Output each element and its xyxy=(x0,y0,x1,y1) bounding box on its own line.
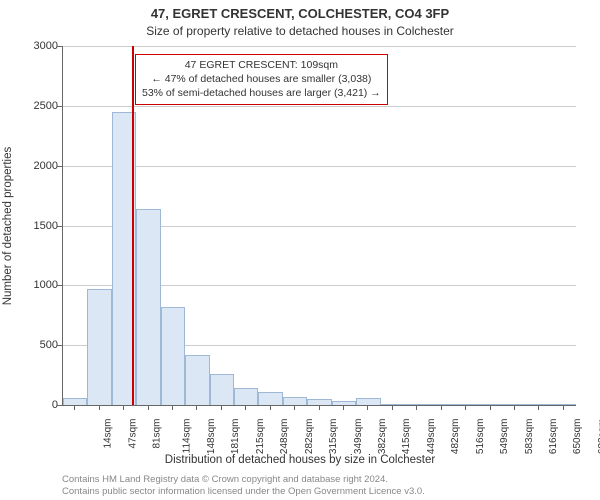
x-tick-label: 415sqm xyxy=(401,419,412,455)
x-tick-mark xyxy=(221,405,222,410)
x-tick-mark xyxy=(490,405,491,410)
gridline-h xyxy=(63,166,576,167)
histogram-bar xyxy=(136,209,160,405)
x-tick-mark xyxy=(245,405,246,410)
histogram-bar xyxy=(161,307,185,405)
y-tick-label: 500 xyxy=(8,339,58,351)
histogram-bar xyxy=(258,392,282,405)
x-tick-label: 148sqm xyxy=(206,419,217,455)
y-tick-mark xyxy=(57,285,62,286)
histogram-bar xyxy=(210,374,234,405)
gridline-h xyxy=(63,106,576,107)
annotation-box: 47 EGRET CRESCENT: 109sqm← 47% of detach… xyxy=(135,54,388,105)
x-tick-mark xyxy=(514,405,515,410)
y-tick-mark xyxy=(57,46,62,47)
y-tick-label: 1000 xyxy=(8,279,58,291)
x-tick-mark xyxy=(99,405,100,410)
x-tick-label: 282sqm xyxy=(304,419,315,455)
histogram-bar xyxy=(356,398,380,405)
x-tick-label: 81sqm xyxy=(152,419,163,449)
histogram-bar xyxy=(527,404,551,405)
property-marker-line xyxy=(132,46,134,405)
histogram-bar xyxy=(405,404,429,405)
x-tick-mark xyxy=(441,405,442,410)
x-tick-mark xyxy=(343,405,344,410)
x-tick-label: 616sqm xyxy=(548,419,559,455)
x-tick-label: 516sqm xyxy=(475,419,486,455)
x-axis-label: Distribution of detached houses by size … xyxy=(0,454,600,466)
chart-title-line2: Size of property relative to detached ho… xyxy=(0,24,600,38)
chart-title-line1: 47, EGRET CRESCENT, COLCHESTER, CO4 3FP xyxy=(0,6,600,21)
x-tick-label: 14sqm xyxy=(103,419,114,449)
x-tick-label: 650sqm xyxy=(572,419,583,455)
y-tick-label: 2000 xyxy=(8,160,58,172)
x-tick-label: 181sqm xyxy=(230,419,241,455)
y-tick-label: 3000 xyxy=(8,40,58,52)
x-tick-mark xyxy=(270,405,271,410)
y-tick-label: 1500 xyxy=(8,220,58,232)
y-tick-mark xyxy=(57,166,62,167)
y-tick-label: 2500 xyxy=(8,100,58,112)
x-tick-mark xyxy=(367,405,368,410)
x-tick-mark xyxy=(538,405,539,410)
y-tick-mark xyxy=(57,345,62,346)
histogram-bar xyxy=(234,388,258,405)
annotation-line3: 53% of semi-detached houses are larger (… xyxy=(142,86,381,100)
x-tick-mark xyxy=(563,405,564,410)
histogram-bar xyxy=(63,398,87,405)
histogram-bar xyxy=(87,289,111,405)
x-tick-label: 449sqm xyxy=(426,419,437,455)
y-tick-mark xyxy=(57,106,62,107)
footer-line2: Contains public sector information licen… xyxy=(62,486,592,498)
footer-attribution: Contains HM Land Registry data © Crown c… xyxy=(62,474,592,499)
x-tick-mark xyxy=(74,405,75,410)
x-tick-label: 47sqm xyxy=(127,419,138,449)
x-tick-mark xyxy=(319,405,320,410)
x-tick-label: 114sqm xyxy=(181,419,192,454)
x-tick-mark xyxy=(148,405,149,410)
x-tick-mark xyxy=(465,405,466,410)
y-tick-label: 0 xyxy=(8,399,58,411)
x-tick-label: 549sqm xyxy=(499,419,510,455)
x-tick-label: 583sqm xyxy=(524,419,535,455)
y-tick-mark xyxy=(57,226,62,227)
x-tick-mark xyxy=(172,405,173,410)
y-tick-mark xyxy=(57,405,62,406)
x-tick-mark xyxy=(294,405,295,410)
x-tick-label: 248sqm xyxy=(279,419,290,455)
x-tick-mark xyxy=(392,405,393,410)
x-tick-label: 382sqm xyxy=(377,419,388,455)
annotation-line2: ← 47% of detached houses are smaller (3,… xyxy=(142,72,381,86)
x-tick-label: 482sqm xyxy=(450,419,461,455)
x-tick-label: 315sqm xyxy=(328,419,339,455)
x-tick-label: 215sqm xyxy=(255,419,266,455)
x-tick-label: 349sqm xyxy=(353,419,364,455)
gridline-h xyxy=(63,46,576,47)
x-tick-mark xyxy=(196,405,197,410)
x-tick-mark xyxy=(123,405,124,410)
histogram-bar xyxy=(283,397,307,405)
histogram-bar xyxy=(185,355,209,405)
x-tick-mark xyxy=(416,405,417,410)
footer-line1: Contains HM Land Registry data © Crown c… xyxy=(62,474,592,486)
plot-area: 47 EGRET CRESCENT: 109sqm← 47% of detach… xyxy=(62,46,576,406)
chart-container: 47, EGRET CRESCENT, COLCHESTER, CO4 3FP … xyxy=(0,0,600,500)
annotation-line1: 47 EGRET CRESCENT: 109sqm xyxy=(142,58,381,72)
